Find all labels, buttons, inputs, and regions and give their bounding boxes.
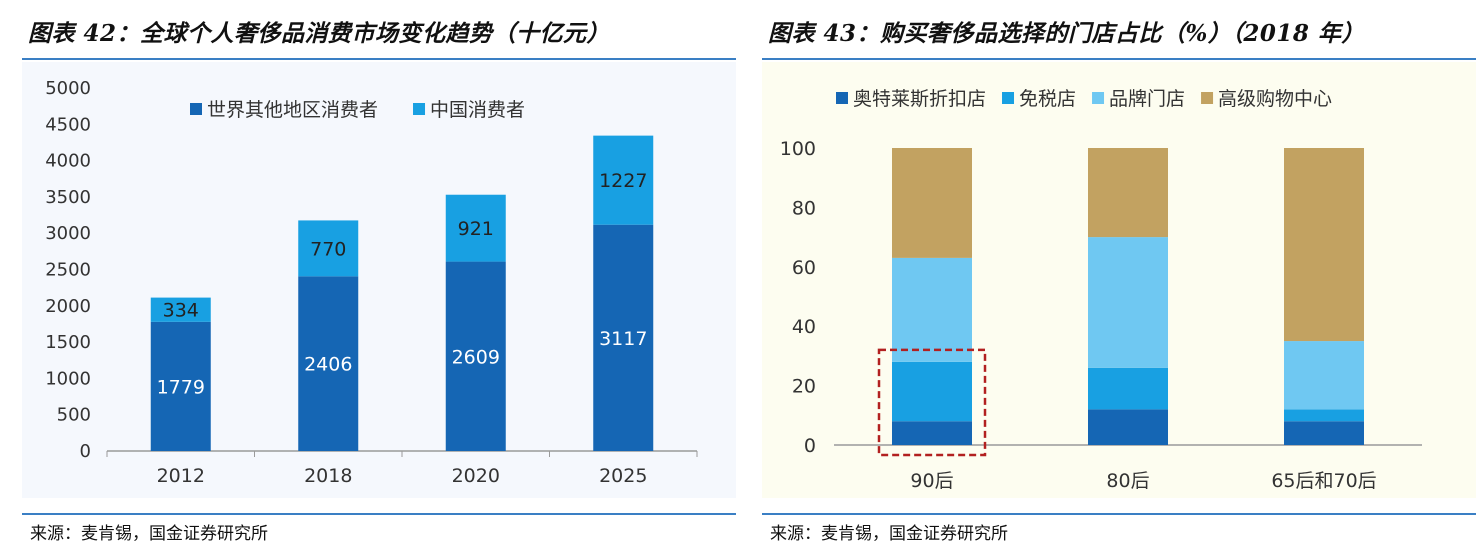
bar-90后-series-1 <box>892 361 972 422</box>
legend-swatch-series-0 <box>836 92 848 104</box>
legend-label-series-1: 免税店 <box>1019 88 1076 110</box>
bar-90后-series-0 <box>892 421 972 445</box>
bar-65后和70后-series-1 <box>1284 409 1364 422</box>
y-tick-label-2000: 2000 <box>45 296 91 317</box>
data-label-2025-series-0: 3117 <box>599 328 647 350</box>
bar-2018-series-1 <box>298 220 359 277</box>
x-tick-label-2020: 2020 <box>452 465 500 487</box>
bar-80后-series-2 <box>1088 237 1168 368</box>
y-tick-label-40: 40 <box>792 316 816 338</box>
y-tick-label-3000: 3000 <box>45 223 91 244</box>
data-label-2025-series-1: 1227 <box>599 170 647 192</box>
legend-swatch-series-3 <box>1201 92 1214 104</box>
legend-label-series-0: 奥特莱斯折扣店 <box>853 88 986 110</box>
bar-2012-series-1 <box>150 297 211 322</box>
bar-90后-series-2 <box>892 257 972 362</box>
data-label-2020-series-1: 921 <box>458 218 494 240</box>
x-tick-label-2025: 2025 <box>599 465 647 487</box>
stacked-bar-chart-luxury-spend: 0 500 1000 1500 2000 2500 3000 3500 4000 4500 5000… <box>45 78 698 487</box>
title-rule <box>22 58 736 60</box>
legend-label-series-2: 品牌门店 <box>1109 88 1185 110</box>
bar-2012-series-0 <box>150 321 211 451</box>
legend-swatch-series-1 <box>413 103 426 115</box>
stacked-bar-chart-store-share: 0 20 40 60 80 100 90后 80后 65后和70后 奥特莱斯折扣店 免税店 品牌门店 高… <box>780 88 1422 492</box>
y-tick-label-4000: 4000 <box>45 151 91 172</box>
source-rule <box>22 513 736 515</box>
y-tick-label-0: 0 <box>804 435 816 457</box>
data-label-2018-series-1: 770 <box>310 238 346 260</box>
bar-80后-series-3 <box>1088 148 1168 238</box>
y-tick-label-0: 0 <box>80 441 91 462</box>
y-tick-label-60: 60 <box>792 257 816 279</box>
y-tick-label-5000: 5000 <box>45 78 91 99</box>
legend-label-series-1: 中国消费者 <box>430 99 525 121</box>
bar-80后-series-0 <box>1088 409 1168 445</box>
legend-swatch-series-2 <box>1092 92 1105 104</box>
legend-swatch-series-1 <box>1002 92 1015 104</box>
data-label-2012-series-0: 1779 <box>157 376 205 398</box>
bar-2025-series-1 <box>593 135 654 225</box>
y-tick-label-20: 20 <box>792 376 816 398</box>
chart-panel-store-share: 图表 43：购买奢侈品选择的门店占比（%）（2018 年） 0 20 40 60 80 1… <box>762 0 1476 551</box>
y-tick-label-1000: 1000 <box>45 368 91 389</box>
chart-title: 图表 42：全球个人奢侈品消费市场变化趋势（十亿元） <box>28 20 611 47</box>
highlight-box-90s-outlet-dutyfree <box>877 348 987 457</box>
y-tick-label-2500: 2500 <box>45 260 91 281</box>
bar-2018-series-0 <box>298 276 359 451</box>
y-tick-label-80: 80 <box>792 197 816 219</box>
x-tick-label-2018: 2018 <box>304 465 352 487</box>
y-tick-label-1500: 1500 <box>45 332 91 353</box>
legend-swatch-series-0 <box>190 103 202 115</box>
chart-title: 图表 43：购买奢侈品选择的门店占比（%）（2018 年） <box>768 20 1365 47</box>
bar-90后-series-3 <box>892 148 972 258</box>
y-tick-label-500: 500 <box>57 405 91 426</box>
legend-label-series-3: 高级购物中心 <box>1218 88 1332 110</box>
title-rule <box>762 58 1476 60</box>
bar-2020-series-0 <box>445 261 506 451</box>
source-note: 来源：麦肯锡，国金证券研究所 <box>30 524 268 544</box>
x-tick-label-65后和70后: 65后和70后 <box>1271 470 1376 492</box>
y-tick-label-100: 100 <box>780 138 816 160</box>
source-rule <box>762 513 1476 515</box>
bar-2020-series-1 <box>445 194 506 262</box>
y-tick-label-3500: 3500 <box>45 187 91 208</box>
chart-panel-global-luxury-spend: 图表 42：全球个人奢侈品消费市场变化趋势（十亿元） 0 500 1000 1500 2… <box>22 0 736 551</box>
legend-label-series-0: 世界其他地区消费者 <box>207 99 378 121</box>
bar-65后和70后-series-3 <box>1284 148 1364 342</box>
x-tick-label-90后: 90后 <box>910 470 953 492</box>
data-label-2018-series-0: 2406 <box>304 354 352 376</box>
data-label-2012-series-1: 334 <box>163 300 199 322</box>
bar-2025-series-0 <box>593 224 654 451</box>
bar-65后和70后-series-2 <box>1284 341 1364 410</box>
bar-80后-series-1 <box>1088 367 1168 410</box>
x-tick-label-80后: 80后 <box>1106 470 1149 492</box>
y-tick-label-4500: 4500 <box>45 114 91 135</box>
x-tick-label-2012: 2012 <box>157 465 205 487</box>
bar-65后和70后-series-0 <box>1284 421 1364 445</box>
data-label-2020-series-0: 2609 <box>452 346 500 368</box>
source-note: 来源：麦肯锡，国金证券研究所 <box>770 524 1008 544</box>
